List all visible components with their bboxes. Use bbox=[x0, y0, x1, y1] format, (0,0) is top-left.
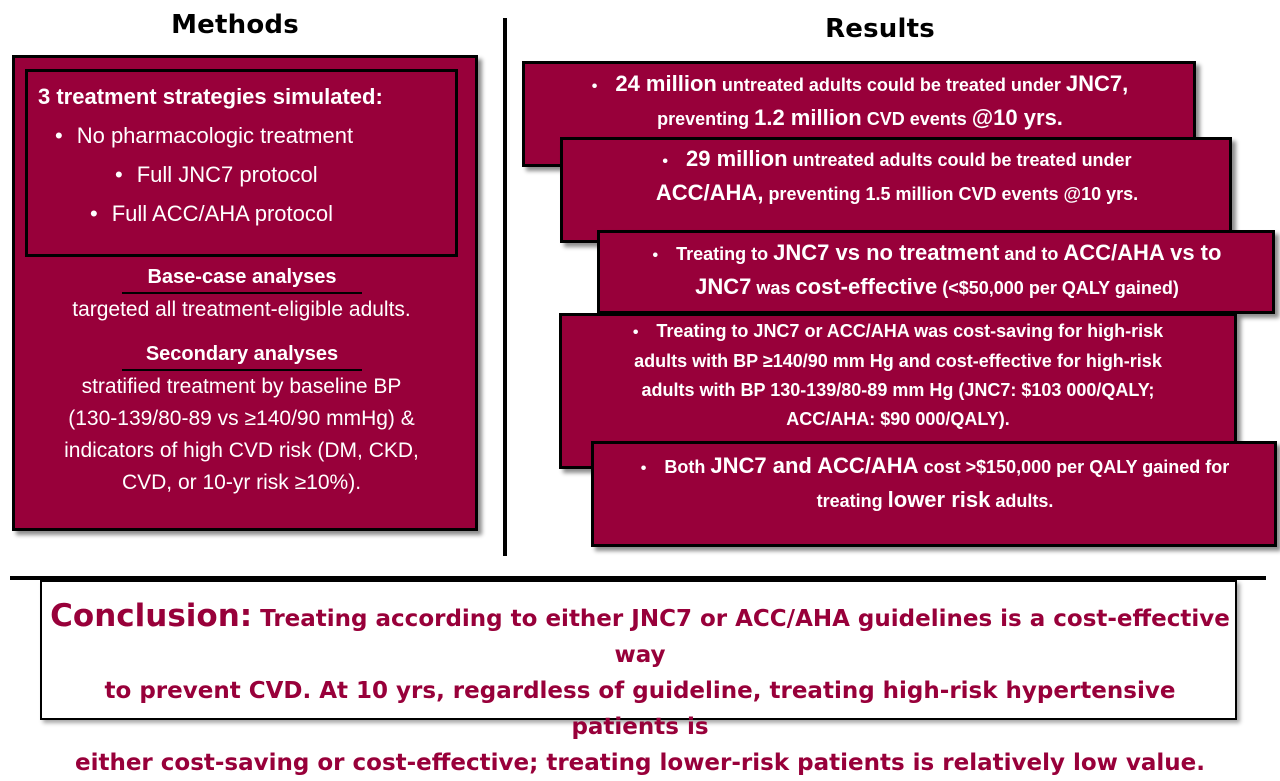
conclusion-box bbox=[40, 580, 1237, 720]
strategy-item: • Full ACC/AHA protocol bbox=[90, 201, 334, 226]
result-text-4: • Treating to JNC7 or ACC/AHA was cost-sa… bbox=[632, 321, 1164, 429]
horizontal-rule bbox=[10, 576, 1266, 580]
result-box-3 bbox=[597, 230, 1275, 314]
results-heading: Results bbox=[825, 14, 935, 44]
result-text-2: • 29 million untreated adults could be tr… bbox=[655, 146, 1139, 205]
base-case-underline bbox=[122, 292, 362, 294]
strategy-item: • Full JNC7 protocol bbox=[115, 162, 318, 187]
strategies-title: 3 treatment strategies simulated: bbox=[38, 84, 383, 109]
conclusion-text: Conclusion: Treating according to either… bbox=[50, 598, 1230, 776]
base-case-text: targeted all treatment-eligible adults. bbox=[72, 298, 411, 321]
result-box-5 bbox=[591, 441, 1277, 547]
conclusion-label: Conclusion: bbox=[50, 598, 253, 634]
base-case-title: Base-case analyses bbox=[147, 266, 337, 288]
secondary-underline bbox=[122, 369, 362, 371]
secondary-text: stratified treatment by baseline BP (130… bbox=[64, 375, 419, 494]
vertical-divider bbox=[503, 18, 507, 556]
result-text-5: • Both JNC7 and ACC/AHA cost >$150,000 pe… bbox=[640, 453, 1230, 512]
strategy-item: • No pharmacologic treatment bbox=[55, 123, 354, 148]
methods-heading: Methods bbox=[171, 10, 299, 40]
secondary-title: Secondary analyses bbox=[145, 343, 339, 365]
result-box-2 bbox=[560, 137, 1232, 243]
result-text-1: • 24 million untreated adults could be tr… bbox=[591, 71, 1129, 130]
result-text-3: • Treating to JNC7 vs no treatment and to… bbox=[652, 240, 1222, 299]
strategies-box bbox=[25, 69, 458, 257]
